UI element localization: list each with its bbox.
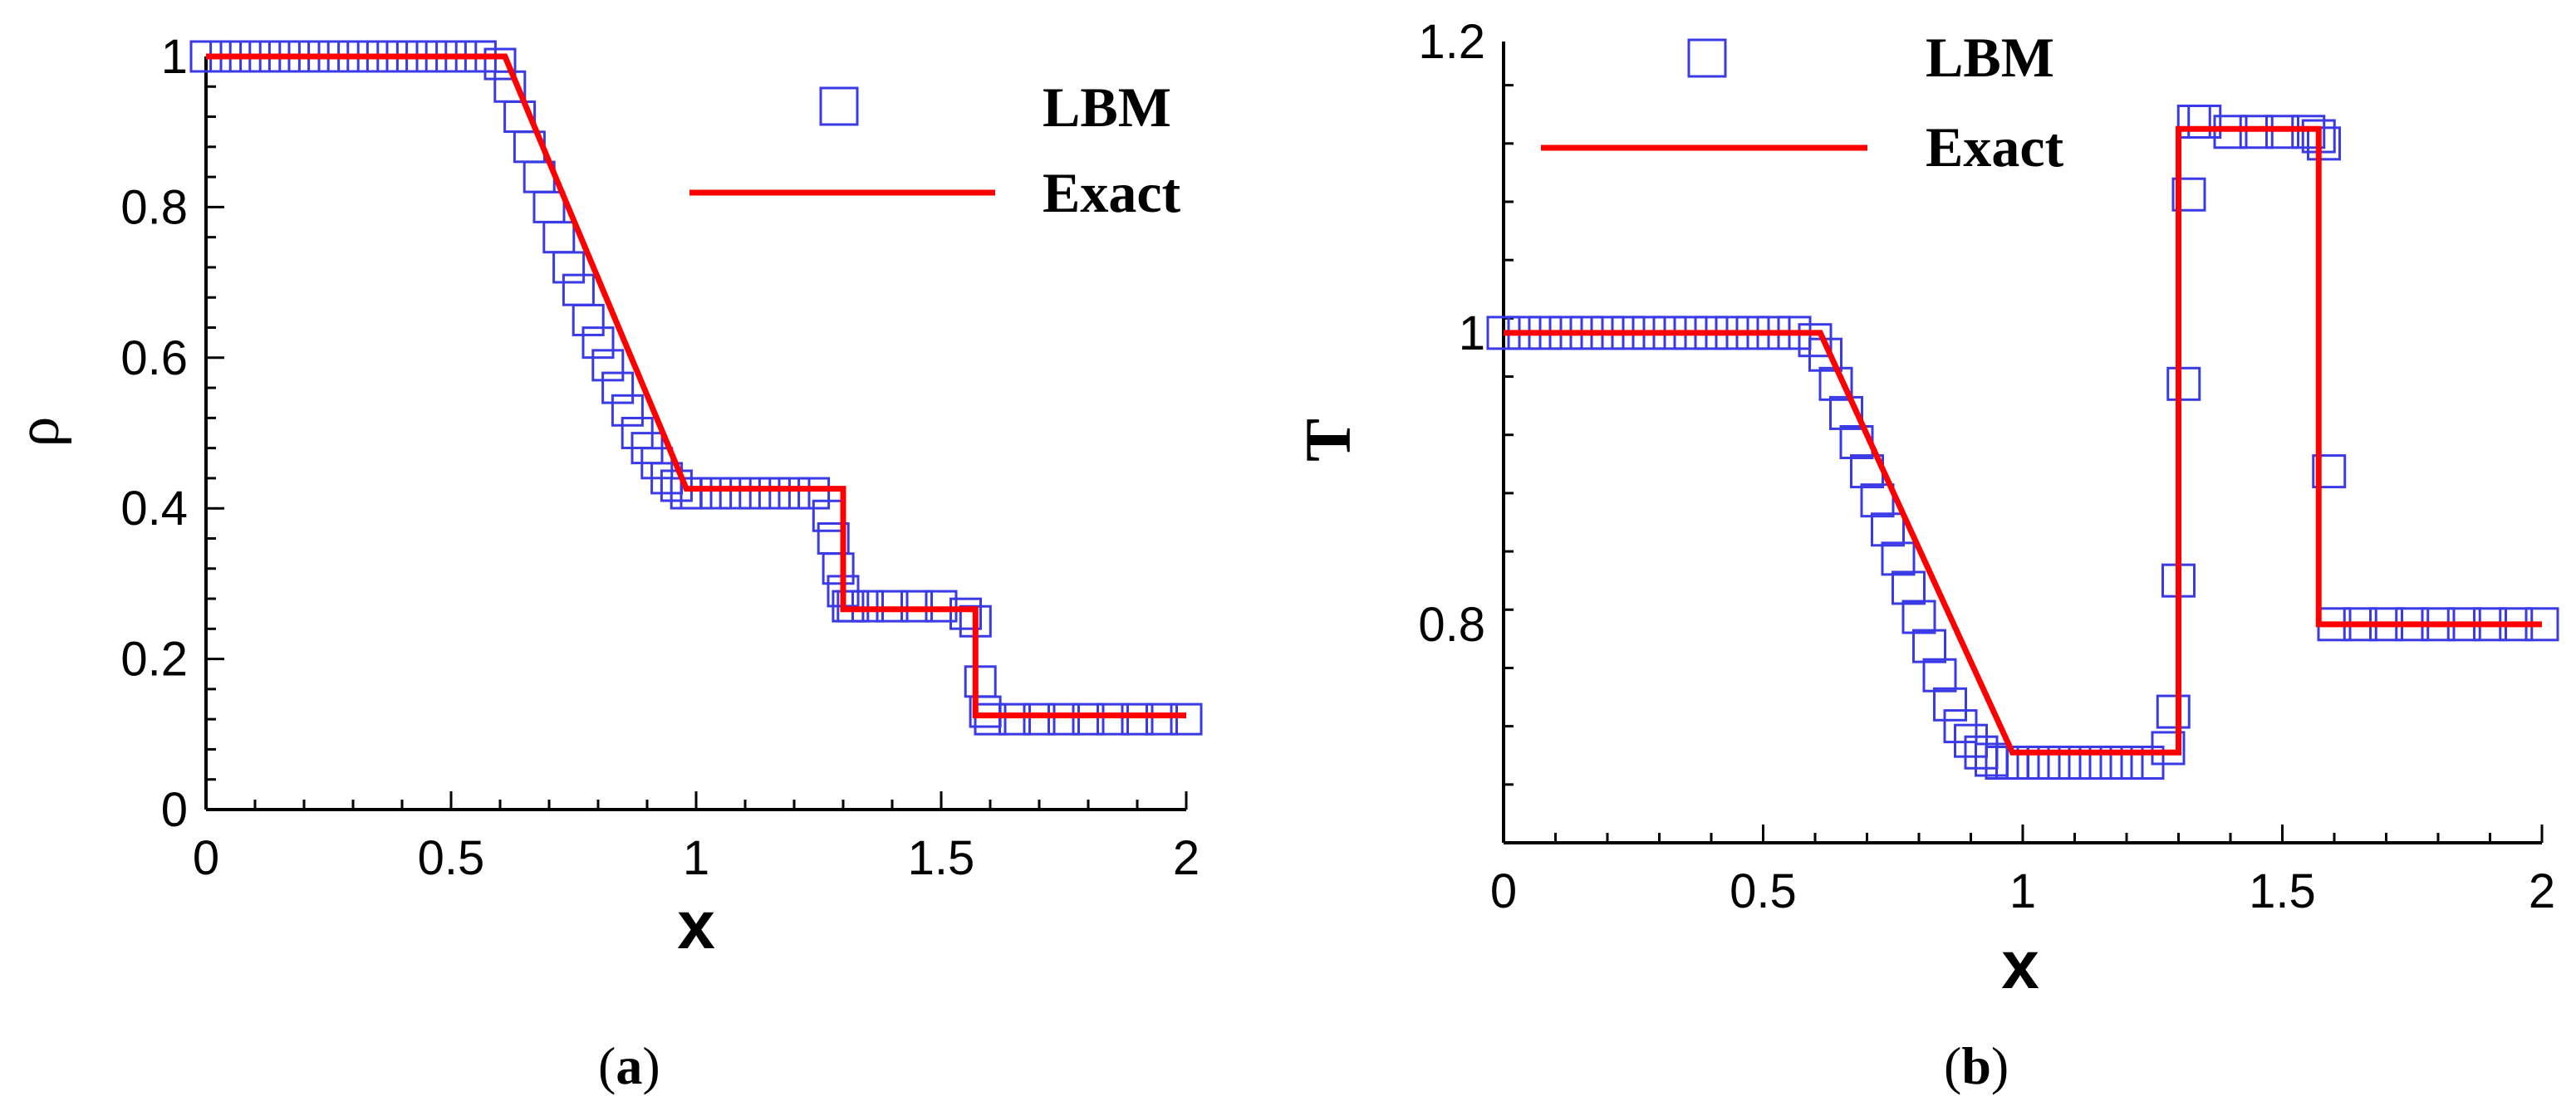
lbm-marker bbox=[562, 273, 595, 306]
x-tick-label: 1 bbox=[2009, 864, 2036, 918]
lbm-marker bbox=[1912, 629, 1946, 663]
lbm-marker bbox=[2239, 115, 2274, 149]
lbm-marker bbox=[778, 477, 811, 510]
lbm-marker bbox=[1097, 702, 1129, 736]
lbm-marker bbox=[611, 394, 644, 427]
lbm-marker bbox=[1170, 702, 1203, 736]
lbm-marker bbox=[1901, 599, 1936, 634]
lbm-marker bbox=[1023, 702, 1056, 736]
lbm-marker bbox=[949, 597, 982, 630]
lbm-marker bbox=[2213, 115, 2248, 149]
lbm-marker bbox=[719, 477, 752, 510]
lbm-marker bbox=[2151, 731, 2186, 766]
x-tick-label: 2 bbox=[1173, 831, 1200, 885]
lbm-marker bbox=[2068, 746, 2103, 780]
lbm-marker bbox=[1922, 658, 1957, 692]
lbm-marker bbox=[758, 477, 791, 510]
x-axis-title: x bbox=[677, 888, 715, 963]
lbm-marker bbox=[1829, 395, 1863, 430]
legend-lbm-label: LBM bbox=[1926, 26, 2054, 89]
x-tick-label: 0.5 bbox=[418, 831, 485, 885]
lbm-marker bbox=[1933, 687, 1967, 722]
lbm-marker bbox=[1871, 512, 1905, 547]
lbm-marker bbox=[552, 251, 586, 284]
panel-label: (b) bbox=[1944, 1036, 2009, 1095]
y-tick-label: 0.2 bbox=[120, 633, 188, 687]
lbm-marker bbox=[1146, 702, 1178, 736]
lbm-marker bbox=[2176, 105, 2211, 139]
chart-panel-b: 0 0.5 1 1.5 2 0.8 1 1.2 x T LBM Exact (b) bbox=[1292, 15, 2559, 1095]
lbm-marker bbox=[601, 371, 635, 404]
legend-exact-label: Exact bbox=[1926, 115, 2064, 179]
y-tick-label: 0 bbox=[161, 783, 188, 837]
lbm-marker bbox=[581, 326, 615, 360]
lbm-marker bbox=[1975, 742, 2009, 777]
y-axis-title: ρ bbox=[4, 417, 72, 448]
lbm-marker bbox=[1881, 541, 1916, 576]
x-tick-label: 2 bbox=[2529, 864, 2555, 918]
lbm-marker bbox=[2005, 746, 2040, 780]
lbm-marker bbox=[2171, 177, 2206, 212]
x-tick-label: 0.5 bbox=[1730, 864, 1797, 918]
lbm-marker bbox=[925, 590, 958, 623]
lbm-marker bbox=[532, 190, 566, 223]
x-tick-label: 0 bbox=[193, 831, 219, 885]
lbm-marker bbox=[1121, 702, 1154, 736]
lbm-marker bbox=[2187, 105, 2222, 139]
y-tick-label: 1 bbox=[161, 30, 188, 84]
x-tick-label: 1.5 bbox=[908, 831, 975, 885]
y-tick-label: 0.8 bbox=[120, 180, 188, 234]
y-tick-label: 1 bbox=[1459, 306, 1485, 360]
y-tick-label: 1.2 bbox=[1418, 15, 1485, 69]
lbm-marker bbox=[591, 349, 625, 382]
x-tick-label: 1.5 bbox=[2249, 864, 2316, 918]
lbm-marker bbox=[1954, 723, 1988, 758]
lbm-marker bbox=[2166, 366, 2201, 401]
lbm-marker bbox=[2312, 454, 2347, 489]
lbm-marker bbox=[974, 702, 1007, 736]
lbm-marker bbox=[2265, 115, 2299, 149]
lbm-marker bbox=[2109, 746, 2144, 780]
lbm-marker bbox=[542, 221, 576, 254]
legend-lbm-marker bbox=[1687, 38, 1727, 78]
legend-lbm-label: LBM bbox=[1043, 76, 1171, 139]
lbm-marker bbox=[1860, 483, 1895, 518]
lbm-marker bbox=[876, 590, 909, 623]
legend-lbm-marker bbox=[819, 86, 859, 126]
y-tick-label: 0.8 bbox=[1418, 598, 1485, 652]
lbm-marker bbox=[483, 47, 517, 81]
lbm-marker bbox=[2088, 746, 2123, 780]
lbm-marker bbox=[738, 477, 772, 510]
x-tick-label: 1 bbox=[683, 831, 709, 885]
lbm-marker bbox=[699, 477, 733, 510]
exact-solution-line bbox=[1504, 125, 2542, 756]
lbm-marker bbox=[680, 477, 713, 510]
lbm-marker bbox=[900, 590, 933, 623]
lbm-marker bbox=[964, 665, 997, 698]
panel-label: (a) bbox=[598, 1036, 660, 1095]
y-tick-label: 0.4 bbox=[120, 482, 188, 536]
legend-exact-label: Exact bbox=[1043, 161, 1181, 224]
exact-solution-line bbox=[206, 53, 1186, 719]
lbm-marker bbox=[572, 303, 605, 336]
y-tick-label: 0.6 bbox=[120, 331, 188, 385]
lbm-marker bbox=[2026, 746, 2061, 780]
lbm-marker bbox=[851, 590, 884, 623]
x-tick-label: 0 bbox=[1490, 864, 1517, 918]
lbm-marker bbox=[1892, 570, 1926, 605]
lbm-marker bbox=[2156, 694, 2191, 729]
lbm-marker bbox=[1072, 702, 1105, 736]
lbm-marker bbox=[2047, 746, 2082, 780]
lbm-marker bbox=[999, 702, 1031, 736]
y-axis-title: T bbox=[1292, 418, 1364, 462]
x-axis-title: x bbox=[2001, 927, 2039, 1003]
lbm-marker bbox=[2307, 126, 2341, 161]
lbm-marker bbox=[1048, 702, 1080, 736]
lbm-marker bbox=[822, 552, 855, 585]
